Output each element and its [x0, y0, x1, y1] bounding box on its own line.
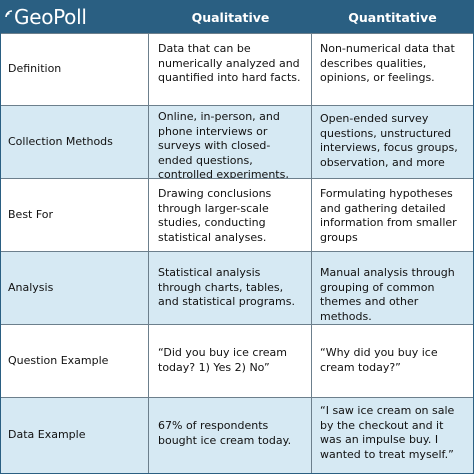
table-row: Best For Drawing conclusions through lar…: [1, 178, 473, 251]
quantitative-cell: Manual analysis through grouping of comm…: [320, 266, 455, 323]
table-header: GeoPoll Qualitative Quantitative: [1, 1, 473, 33]
quantitative-cell: “I saw ice cream on sale by the checkout…: [320, 404, 455, 461]
qualitative-cell: “Did you buy ice cream today? 1) Yes 2) …: [149, 325, 312, 397]
qualitative-cell: Online, in-person, and phone interviews …: [149, 106, 312, 196]
qualitative-cell: Drawing conclusions through larger-scale…: [149, 179, 312, 251]
header-qualitative: Qualitative: [191, 9, 270, 25]
table-row: Collection Methods Online, in-person, an…: [1, 105, 473, 196]
logo-text: GeoPoll: [14, 5, 87, 29]
row-label: Best For: [1, 179, 149, 251]
table-row: Definition Data that can be numerically …: [1, 33, 473, 105]
row-label: Collection Methods: [1, 106, 149, 178]
table-row: Data Example 67% of respondents bought i…: [1, 397, 473, 473]
row-label: Analysis: [1, 252, 149, 324]
row-label: Question Example: [1, 325, 149, 397]
quantitative-cell: Formulating hypotheses and gathering det…: [320, 187, 457, 244]
table-row: Analysis Statistical analysis through ch…: [1, 251, 473, 324]
table-row: Question Example “Did you buy ice cream …: [1, 324, 473, 397]
header-quantitative: Quantitative: [348, 9, 437, 25]
quantitative-cell: “Why did you buy ice cream today?”: [320, 346, 438, 374]
qualitative-cell: Data that can be numerically analyzed an…: [149, 34, 312, 105]
qualitative-cell: 67% of respondents bought ice cream toda…: [149, 398, 312, 473]
quantitative-cell: Open-ended survey questions, unstructure…: [320, 112, 458, 169]
geopoll-logo: GeoPoll: [5, 4, 87, 30]
row-label: Data Example: [1, 398, 149, 473]
qualitative-cell: Statistical analysis through charts, tab…: [149, 252, 312, 324]
row-label: Definition: [1, 34, 149, 105]
signal-icon: [5, 9, 13, 17]
quantitative-cell: Non-numerical data that describes qualit…: [320, 42, 455, 84]
